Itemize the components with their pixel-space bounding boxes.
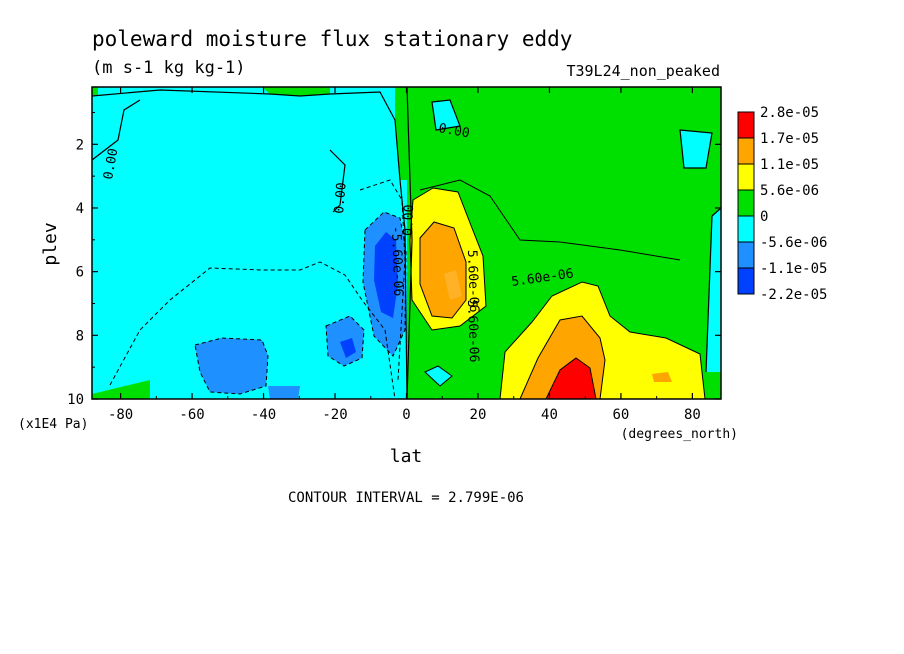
x-tick-label: -20 xyxy=(322,407,347,423)
colorbar-label: 2.8e-05 xyxy=(760,105,819,121)
colorbar-swatch xyxy=(737,137,755,165)
colorbar-label: -1.1e-05 xyxy=(760,261,827,277)
negative-patch xyxy=(680,130,712,168)
inner-contour xyxy=(444,270,462,300)
x-tick-label: -40 xyxy=(251,407,276,423)
colorbar-swatch xyxy=(737,267,755,295)
contour-label: 5.60e-06 xyxy=(464,250,481,313)
x-tick-label: 20 xyxy=(470,407,487,423)
negative-patch xyxy=(706,208,721,372)
colorbar-swatch xyxy=(737,189,755,217)
strong-negative-region xyxy=(195,338,268,394)
colorbar-label: -2.2e-05 xyxy=(760,287,827,303)
colorbar-label: 0 xyxy=(760,209,768,225)
x-tick-label: 40 xyxy=(541,407,558,423)
y-tick-label: 10 xyxy=(67,392,84,408)
x-axis-label: lat xyxy=(390,446,423,467)
x-tick-label: 80 xyxy=(684,407,701,423)
colorbar-swatch xyxy=(737,215,755,243)
contour-label: 5.60e-06 xyxy=(464,300,481,363)
y-tick-label: 6 xyxy=(76,265,84,281)
y-tick-label: 4 xyxy=(76,201,84,217)
chart-units: (m s-1 kg kg-1) xyxy=(92,58,246,78)
moderate-positive-region xyxy=(652,372,672,382)
positive-patch xyxy=(395,87,410,180)
min-region xyxy=(340,338,356,358)
x-tick-label: 60 xyxy=(613,407,630,423)
contour-label: 0.00 xyxy=(401,204,417,236)
x-axis: -80 -60 -40 -20 0 20 40 60 80 xyxy=(108,87,701,423)
colorbar-label: 1.1e-05 xyxy=(760,157,819,173)
colorbar: 2.8e-05 1.7e-05 1.1e-05 5.6e-06 0 -5.6e-06 -1.… xyxy=(737,105,827,303)
zero-contours xyxy=(91,86,722,400)
y-units: (x1E4 Pa) xyxy=(18,417,88,432)
colorbar-label: 1.7e-05 xyxy=(760,131,819,147)
strong-negative-region xyxy=(268,386,300,399)
colorbar-label: 5.6e-06 xyxy=(760,183,819,199)
contour-interval: CONTOUR INTERVAL = 2.799E-06 xyxy=(288,490,524,506)
negative-patch xyxy=(432,100,460,130)
positive-patch xyxy=(92,380,150,399)
x-tick-label: -80 xyxy=(108,407,133,423)
x-tick-label: -60 xyxy=(179,407,204,423)
x-units: (degrees_north) xyxy=(621,427,738,442)
x-tick-label: 0 xyxy=(402,407,410,423)
colorbar-label: -5.6e-06 xyxy=(760,235,827,251)
contour-label: 0.00 xyxy=(332,182,350,215)
positive-contours xyxy=(409,179,706,400)
max-region xyxy=(546,358,596,399)
negative-contours xyxy=(109,179,407,400)
colorbar-swatch xyxy=(737,163,755,191)
min-region xyxy=(374,232,398,318)
moderate-positive-region xyxy=(420,222,466,318)
dataset-label: T39L24_non_peaked xyxy=(566,62,720,80)
colorbar-swatch xyxy=(737,241,755,269)
positive-patch xyxy=(92,87,98,95)
chart-title: poleward moisture flux stationary eddy xyxy=(92,27,572,51)
colorbar-swatch xyxy=(737,111,755,139)
contour-label: -5.60e-06 xyxy=(388,226,405,297)
y-axis-label: plev xyxy=(40,222,61,265)
contour-label: 0.00 xyxy=(437,121,470,141)
y-axis: 2 4 6 8 10 xyxy=(67,111,721,408)
plot-area: 0.00 0.00 0.00 0.00 -5.60e-06 5.60e-06 5… xyxy=(91,86,722,400)
contour-label: 0.00 xyxy=(101,147,121,180)
y-tick-label: 8 xyxy=(76,328,84,344)
positive-patch xyxy=(262,87,330,96)
y-tick-label: 2 xyxy=(76,137,84,153)
